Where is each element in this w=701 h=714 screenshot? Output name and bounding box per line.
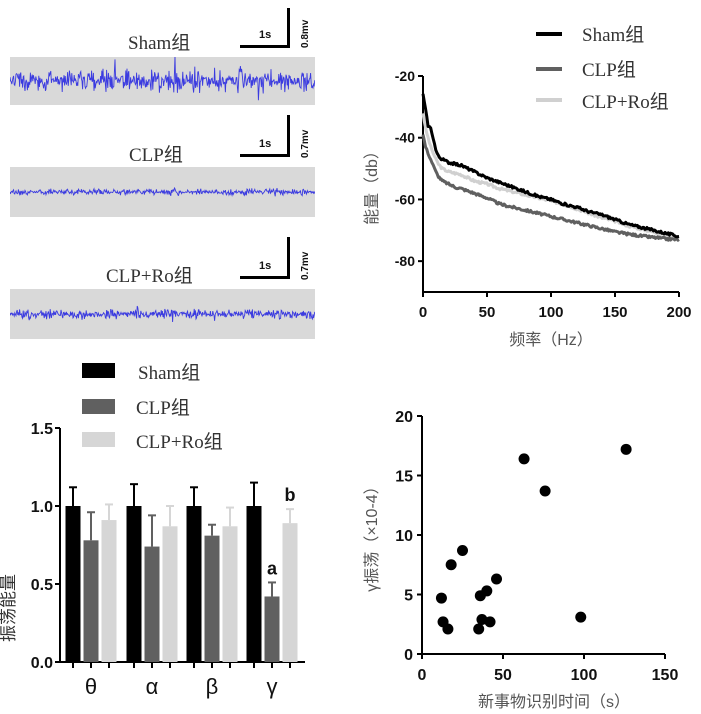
bar-category-label: β <box>206 674 219 699</box>
psd-y-tick-label: -40 <box>395 130 415 146</box>
scatter-y-tick-label: 5 <box>404 588 413 605</box>
scatter-x-tick-label: 50 <box>494 667 512 684</box>
psd-x-tick-label: 200 <box>666 304 691 321</box>
scatter-point <box>481 585 493 597</box>
psd-x-axis-label: 频率（Hz） <box>509 331 593 349</box>
eeg-waveform-sham <box>9 55 316 101</box>
bar-clp-ro <box>162 526 178 662</box>
power-spectrum-chart: Sham组 CLP组 CLP+Ro组 -20 -40 -60 -80 0 50 100 150… <box>363 24 692 349</box>
scatter-point <box>484 616 496 628</box>
eeg-trace-clp-ro <box>9 289 316 339</box>
scale-bar-clp: 1s <box>240 115 290 157</box>
legend-label-clp-ro: CLP+Ro组 <box>136 431 223 453</box>
eeg-trace-sham <box>9 55 316 105</box>
legend-swatch-sham <box>82 363 115 378</box>
legend-label-sham: Sham组 <box>582 24 644 46</box>
bar-y-tick-label: 1.0 <box>31 499 53 516</box>
significance-label: b <box>285 485 296 505</box>
psd-x-tick-label: 50 <box>479 304 496 321</box>
psd-x-tick-label: 100 <box>538 304 563 321</box>
scatter-point <box>575 611 587 623</box>
scatter-point <box>518 453 530 465</box>
psd-y-tick-label: -20 <box>395 68 415 84</box>
bar-y-axis-label: 振荡能量 <box>0 574 18 642</box>
bar-legend: Sham组 CLP组 CLP+Ro组 <box>82 362 223 453</box>
bar-y-tick-label: 0.0 <box>31 655 53 672</box>
scatter-x-tick-label: 0 <box>418 667 427 684</box>
scatter-y-tick-label: 15 <box>395 469 413 486</box>
scatter-y-tick-label: 20 <box>395 409 413 426</box>
bar-clp-ro <box>101 520 117 662</box>
psd-line-clp <box>421 134 680 242</box>
scatter-point <box>442 623 454 635</box>
eeg-waveform-clp-ro <box>9 305 316 323</box>
gamma-vs-recognition-scatter: 0 5 10 15 20 0 50 100 150 新事物识别时间（s） γ振荡（×10-4） <box>363 409 679 711</box>
scatter-x-tick-label: 100 <box>571 667 598 684</box>
psd-legend: Sham组 CLP组 CLP+Ro组 <box>536 24 669 113</box>
time-scale-label: 1s <box>259 260 272 272</box>
legend-label-clp: CLP组 <box>582 59 636 81</box>
legend-swatch-clp <box>82 399 115 414</box>
bar-clp <box>264 596 280 662</box>
time-scale-label: 1s <box>259 29 272 41</box>
bar-sham <box>65 506 81 662</box>
psd-y-axis-label: 能量（db） <box>363 143 381 225</box>
bar-y-tick-label: 1.5 <box>31 421 53 438</box>
scatter-x-axis-label: 新事物识别时间（s） <box>478 693 630 711</box>
legend-swatch-clp-ro <box>82 432 115 447</box>
trace-title-sham: Sham组 <box>128 33 191 54</box>
psd-y-tick-label: -80 <box>395 253 415 269</box>
psd-line-sham <box>421 93 680 239</box>
bar-clp <box>204 535 220 662</box>
psd-y-tick-label: -60 <box>395 191 415 207</box>
psd-x-tick-label: 0 <box>419 304 427 321</box>
eeg-waveform-line <box>9 305 316 323</box>
bar-clp <box>83 540 99 662</box>
legend-label-clp: CLP组 <box>136 397 190 419</box>
time-scale-label: 1s <box>259 138 272 150</box>
bar-sham <box>186 506 202 662</box>
legend-label-sham: Sham组 <box>138 362 200 384</box>
scale-bar-clp-ro: 1s <box>240 237 290 279</box>
scatter-point <box>473 623 485 635</box>
eeg-waveform-line <box>9 55 316 101</box>
scatter-x-tick-label: 150 <box>652 667 679 684</box>
bar-clp-ro <box>222 526 238 662</box>
trace-title-clp: CLP组 <box>129 145 183 166</box>
bar-clp-ro <box>282 523 298 662</box>
scatter-y-axis-label: γ振荡（×10-4） <box>363 478 381 591</box>
eeg-waveform-clp <box>9 186 316 197</box>
psd-line-clp-ro <box>421 113 680 239</box>
scatter-point <box>435 592 447 604</box>
scale-bar-sham: 1s <box>240 8 290 48</box>
eeg-waveform-line <box>9 186 316 197</box>
bar-sham <box>246 506 262 662</box>
oscillation-energy-bar-chart: Sham组 CLP组 CLP+Ro组 0.0 0.5 1.0 1.5 θ α β γ a b 振… <box>0 362 305 699</box>
significance-label: a <box>267 558 278 578</box>
scatter-y-tick-label: 0 <box>404 647 413 664</box>
bar-clp <box>144 546 160 662</box>
scatter-point <box>620 443 632 455</box>
bar-category-label: γ <box>267 674 278 699</box>
eeg-trace-clp <box>9 167 316 217</box>
scatter-point <box>491 573 503 585</box>
bar-sham <box>126 506 142 662</box>
scatter-point <box>445 559 457 571</box>
bar-category-label: α <box>146 674 159 699</box>
scatter-point <box>457 544 468 556</box>
scatter-y-tick-label: 10 <box>395 528 413 545</box>
psd-x-tick-label: 150 <box>602 304 627 321</box>
bar-category-label: θ <box>85 674 97 699</box>
scatter-point <box>539 485 551 497</box>
trace-title-clp-ro: CLP+Ro组 <box>106 266 193 287</box>
bar-y-tick-label: 0.5 <box>31 577 53 594</box>
legend-label-clp-ro: CLP+Ro组 <box>582 91 669 113</box>
